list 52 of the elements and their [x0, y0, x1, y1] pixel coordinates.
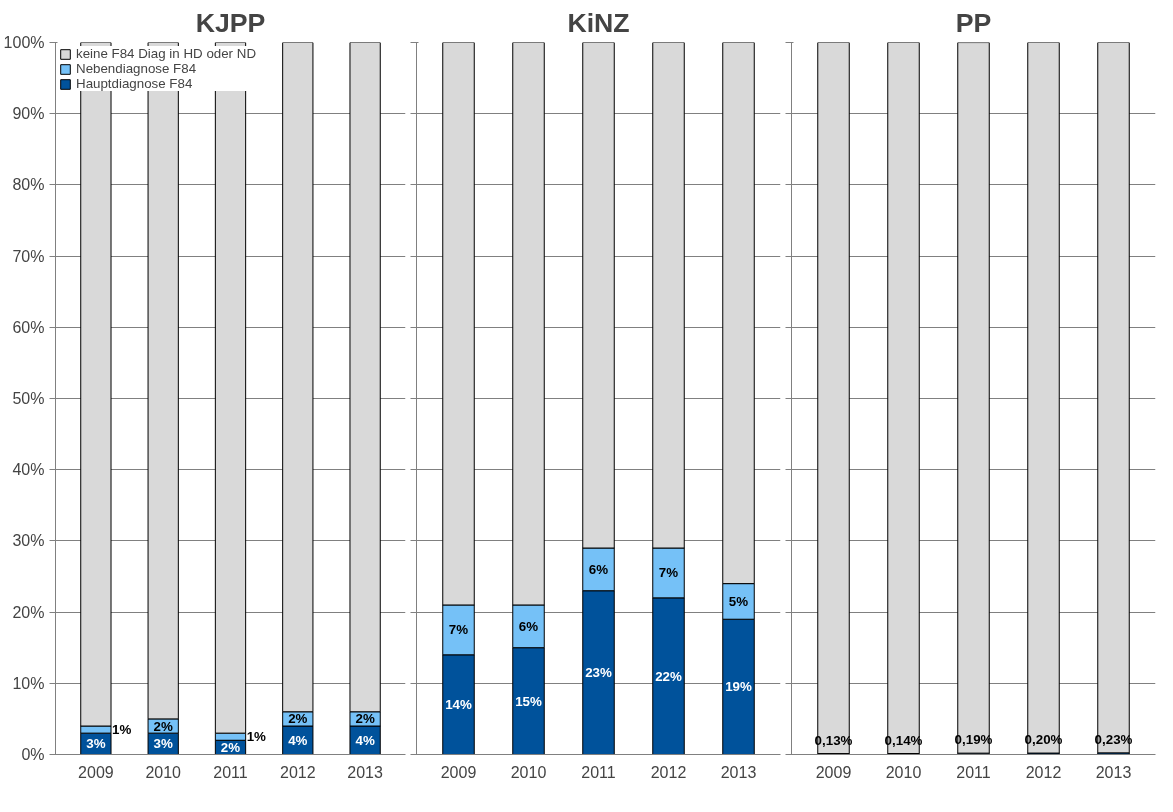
data-label: 7% — [448, 622, 469, 638]
data-label: 7% — [658, 565, 679, 581]
x-tick-label: 2011 — [956, 763, 991, 781]
y-tick-label: 80% — [12, 176, 45, 194]
x-tick-label: 2009 — [815, 763, 852, 781]
x-tick-label: 2013 — [1095, 763, 1132, 781]
data-label: 23% — [585, 665, 612, 681]
y-tick-label: 30% — [12, 532, 45, 550]
data-label: 15% — [515, 693, 542, 709]
chart-title: PP — [955, 7, 992, 38]
y-tick-label: 100% — [3, 34, 45, 51]
x-tick-label: 2012 — [650, 763, 687, 781]
x-tick-label: 2012 — [280, 763, 316, 781]
data-label: 6% — [518, 618, 539, 634]
y-tick-label: 70% — [12, 247, 45, 265]
legend-label: keine F84 Diag in HD oder ND — [76, 46, 257, 61]
data-label: 14% — [445, 697, 472, 713]
x-tick-label: 2011 — [213, 763, 248, 781]
data-label: 2% — [153, 718, 173, 734]
data-label: 4% — [288, 732, 308, 748]
x-tick-label: 2011 — [581, 763, 616, 781]
data-label: 1% — [246, 729, 267, 745]
data-label: 2% — [355, 711, 375, 727]
x-tick-label: 2012 — [1025, 763, 1062, 781]
chart-title: KJPP — [195, 7, 266, 38]
data-label: 2% — [220, 739, 241, 755]
data-label: 1% — [112, 722, 132, 738]
legend-label: Nebendiagnose F84 — [76, 61, 197, 76]
x-tick-label: 2010 — [145, 763, 182, 781]
data-label: 2% — [288, 711, 308, 727]
data-label: 22% — [655, 668, 682, 684]
data-label: 5% — [728, 593, 749, 609]
data-label: 4% — [355, 732, 375, 748]
data-label: 6% — [588, 561, 609, 577]
chart-title: KiNZ — [567, 7, 630, 38]
y-tick-label: 10% — [12, 674, 45, 692]
data-label: 3% — [153, 736, 173, 752]
y-tick-label: 50% — [12, 390, 45, 407]
y-tick-label: 0% — [21, 746, 45, 763]
x-tick-label: 2010 — [885, 763, 922, 781]
y-tick-label: 40% — [12, 461, 45, 479]
x-tick-label: 2013 — [720, 763, 757, 781]
legend-label: Hauptdiagnose F84 — [76, 76, 193, 91]
x-tick-label: 2013 — [347, 763, 384, 781]
x-tick-label: 2009 — [440, 763, 477, 781]
data-label: 19% — [725, 679, 752, 695]
data-label: 3% — [86, 736, 106, 752]
y-tick-label: 90% — [12, 105, 45, 123]
x-tick-label: 2009 — [78, 763, 114, 781]
y-tick-label: 60% — [12, 318, 45, 336]
x-tick-label: 2010 — [510, 763, 547, 781]
y-tick-label: 20% — [12, 603, 45, 621]
